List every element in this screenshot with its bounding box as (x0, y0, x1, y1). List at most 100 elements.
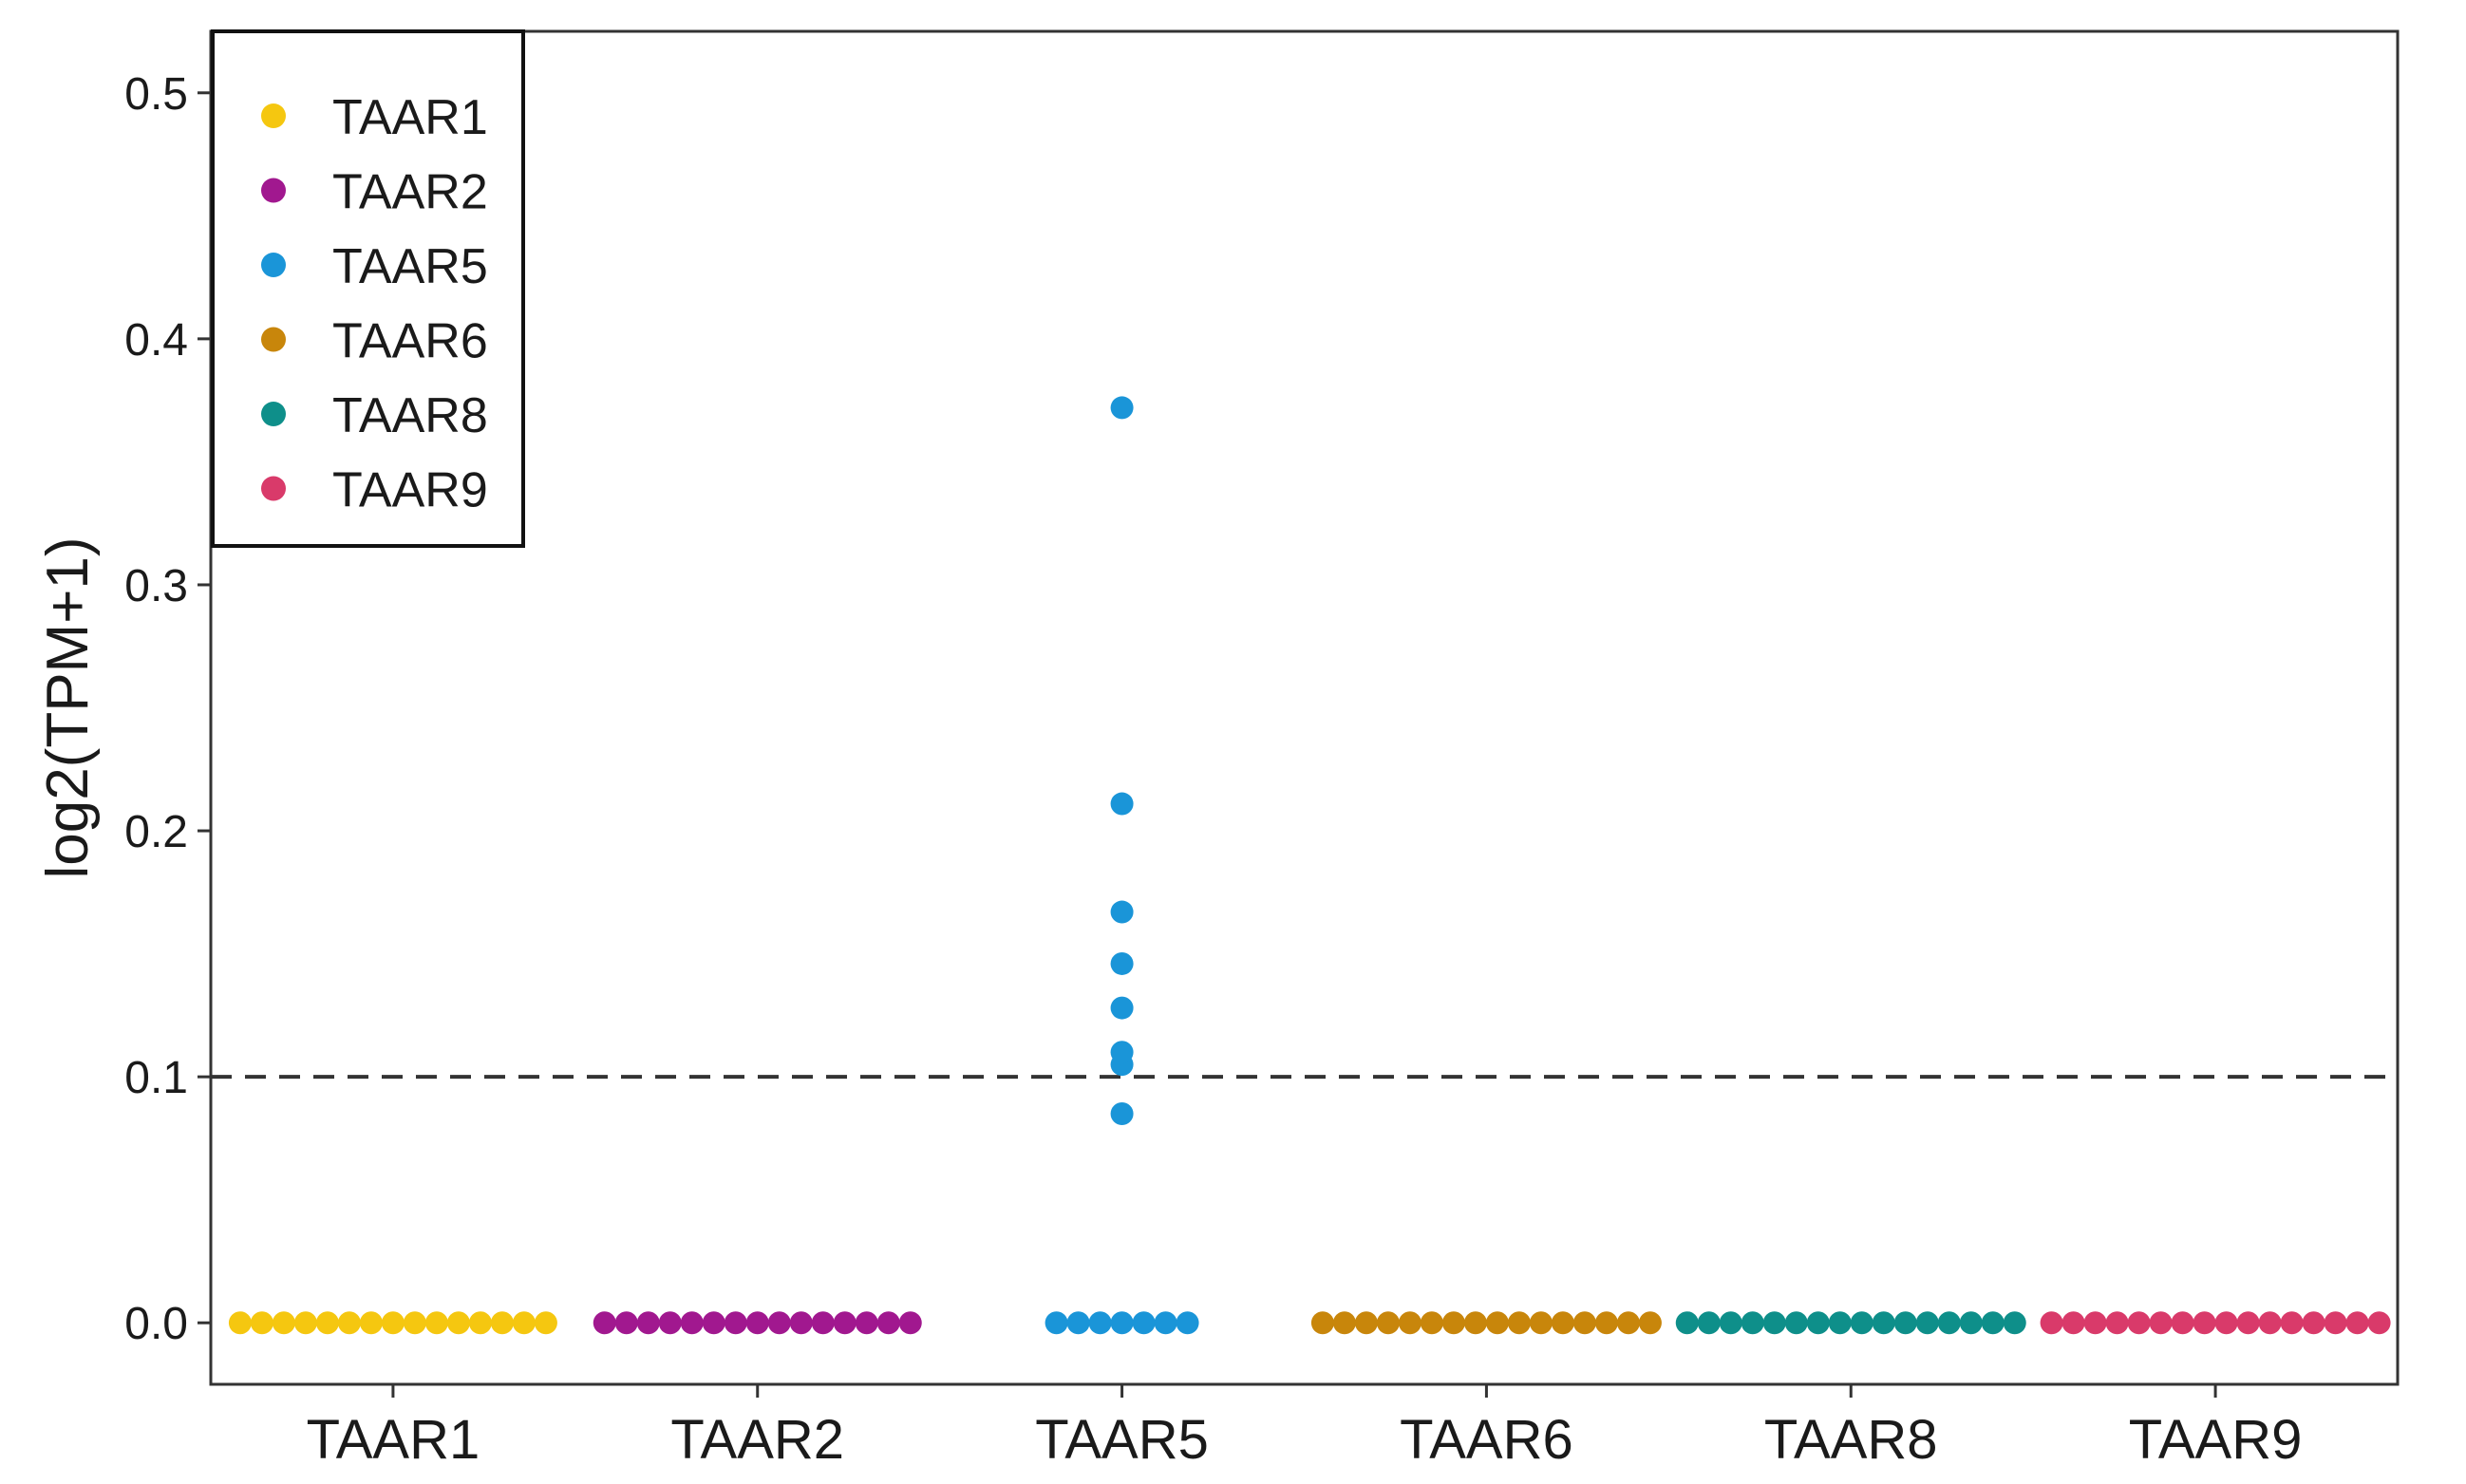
data-point (2171, 1311, 2194, 1335)
data-point (250, 1311, 273, 1335)
data-point (593, 1311, 616, 1335)
data-point (2258, 1311, 2282, 1335)
x-category-label: TAAR1 (307, 1409, 480, 1471)
data-point (315, 1311, 339, 1335)
data-point (1981, 1311, 2005, 1335)
data-point (2127, 1311, 2151, 1335)
legend-swatch (261, 476, 286, 501)
data-point (1872, 1311, 1895, 1335)
data-point (876, 1311, 900, 1335)
x-category-label: TAAR9 (2129, 1409, 2303, 1471)
data-point (1398, 1311, 1421, 1335)
data-point (2149, 1311, 2173, 1335)
data-points (228, 396, 2391, 1335)
data-point (1937, 1311, 1961, 1335)
data-point (337, 1311, 361, 1335)
x-axis: TAAR1 TAAR2 TAAR5 TAAR6 TAAR8 TAAR9 (307, 1384, 2303, 1471)
data-point (2324, 1311, 2347, 1335)
y-axis-title: log2(TPM+1) (35, 536, 101, 878)
x-category-label: TAAR5 (1035, 1409, 1209, 1471)
data-point (468, 1311, 492, 1335)
legend-label: TAAR2 (332, 165, 488, 220)
data-point (1806, 1311, 1830, 1335)
data-point (1420, 1311, 1443, 1335)
data-point (1638, 1311, 1662, 1335)
data-point (534, 1311, 557, 1335)
data-point (1959, 1311, 1983, 1335)
data-point (1572, 1311, 1596, 1335)
data-point (1110, 951, 1134, 975)
data-point (1132, 1311, 1156, 1335)
data-point (1675, 1311, 1699, 1335)
data-point (658, 1311, 682, 1335)
data-point (702, 1311, 725, 1335)
y-tick-label: 0.5 (124, 69, 188, 120)
data-point (1463, 1311, 1487, 1335)
data-point (1154, 1311, 1177, 1335)
plot-panel-border (209, 29, 2400, 1386)
x-category-label: TAAR6 (1400, 1409, 1573, 1471)
data-point (1551, 1311, 1574, 1335)
data-point (1850, 1311, 1873, 1335)
data-point (272, 1311, 295, 1335)
data-point (898, 1311, 922, 1335)
y-tick-label: 0.2 (124, 807, 188, 857)
data-point (1110, 1102, 1134, 1125)
legend-swatch (261, 253, 286, 277)
data-point (2061, 1311, 2085, 1335)
data-point (1741, 1311, 1764, 1335)
y-tick-label: 0.0 (124, 1299, 188, 1349)
legend-swatch (261, 178, 286, 203)
data-point (2193, 1311, 2216, 1335)
data-point (789, 1311, 813, 1335)
data-point (833, 1311, 857, 1335)
data-point (293, 1311, 317, 1335)
data-point (2345, 1311, 2369, 1335)
data-point (403, 1311, 426, 1335)
legend-label: TAAR5 (332, 239, 488, 294)
data-point (2280, 1311, 2304, 1335)
data-point (1697, 1311, 1721, 1335)
x-category-label: TAAR8 (1764, 1409, 1938, 1471)
y-tick-label: 0.3 (124, 561, 188, 611)
legend-label: TAAR9 (332, 463, 488, 518)
data-point (1110, 792, 1134, 816)
data-point (1088, 1311, 1112, 1335)
data-point (2236, 1311, 2260, 1335)
data-point (490, 1311, 514, 1335)
data-point (446, 1311, 470, 1335)
data-point (724, 1311, 747, 1335)
data-point (1354, 1311, 1378, 1335)
data-point (855, 1311, 878, 1335)
data-point (1376, 1311, 1400, 1335)
data-point (1045, 1311, 1068, 1335)
data-point (2367, 1311, 2391, 1335)
data-point (1441, 1311, 1465, 1335)
data-point (512, 1311, 536, 1335)
data-point (767, 1311, 791, 1335)
legend-swatch (261, 327, 286, 352)
legend-swatch (261, 103, 286, 128)
legend-label: TAAR1 (332, 90, 488, 145)
data-point (1332, 1311, 1356, 1335)
legend-box (211, 29, 525, 548)
data-point (228, 1311, 252, 1335)
data-point (1110, 1041, 1134, 1064)
data-point (614, 1311, 638, 1335)
legend-swatch (261, 402, 286, 426)
data-point (1594, 1311, 1618, 1335)
data-point (1110, 996, 1134, 1020)
data-point (811, 1311, 835, 1335)
data-point (1310, 1311, 1334, 1335)
x-category-label: TAAR2 (670, 1409, 844, 1471)
data-point (1485, 1311, 1509, 1335)
y-tick-label: 0.1 (124, 1053, 188, 1103)
y-tick-label: 0.4 (124, 315, 188, 366)
data-point (2040, 1311, 2063, 1335)
data-point (1616, 1311, 1640, 1335)
legend: TAAR1 TAAR2 TAAR5 TAAR6 TAAR8 TAAR9 (211, 29, 525, 548)
data-point (1110, 1311, 1134, 1335)
data-point (636, 1311, 660, 1335)
data-point (1893, 1311, 1917, 1335)
data-point (1784, 1311, 1808, 1335)
